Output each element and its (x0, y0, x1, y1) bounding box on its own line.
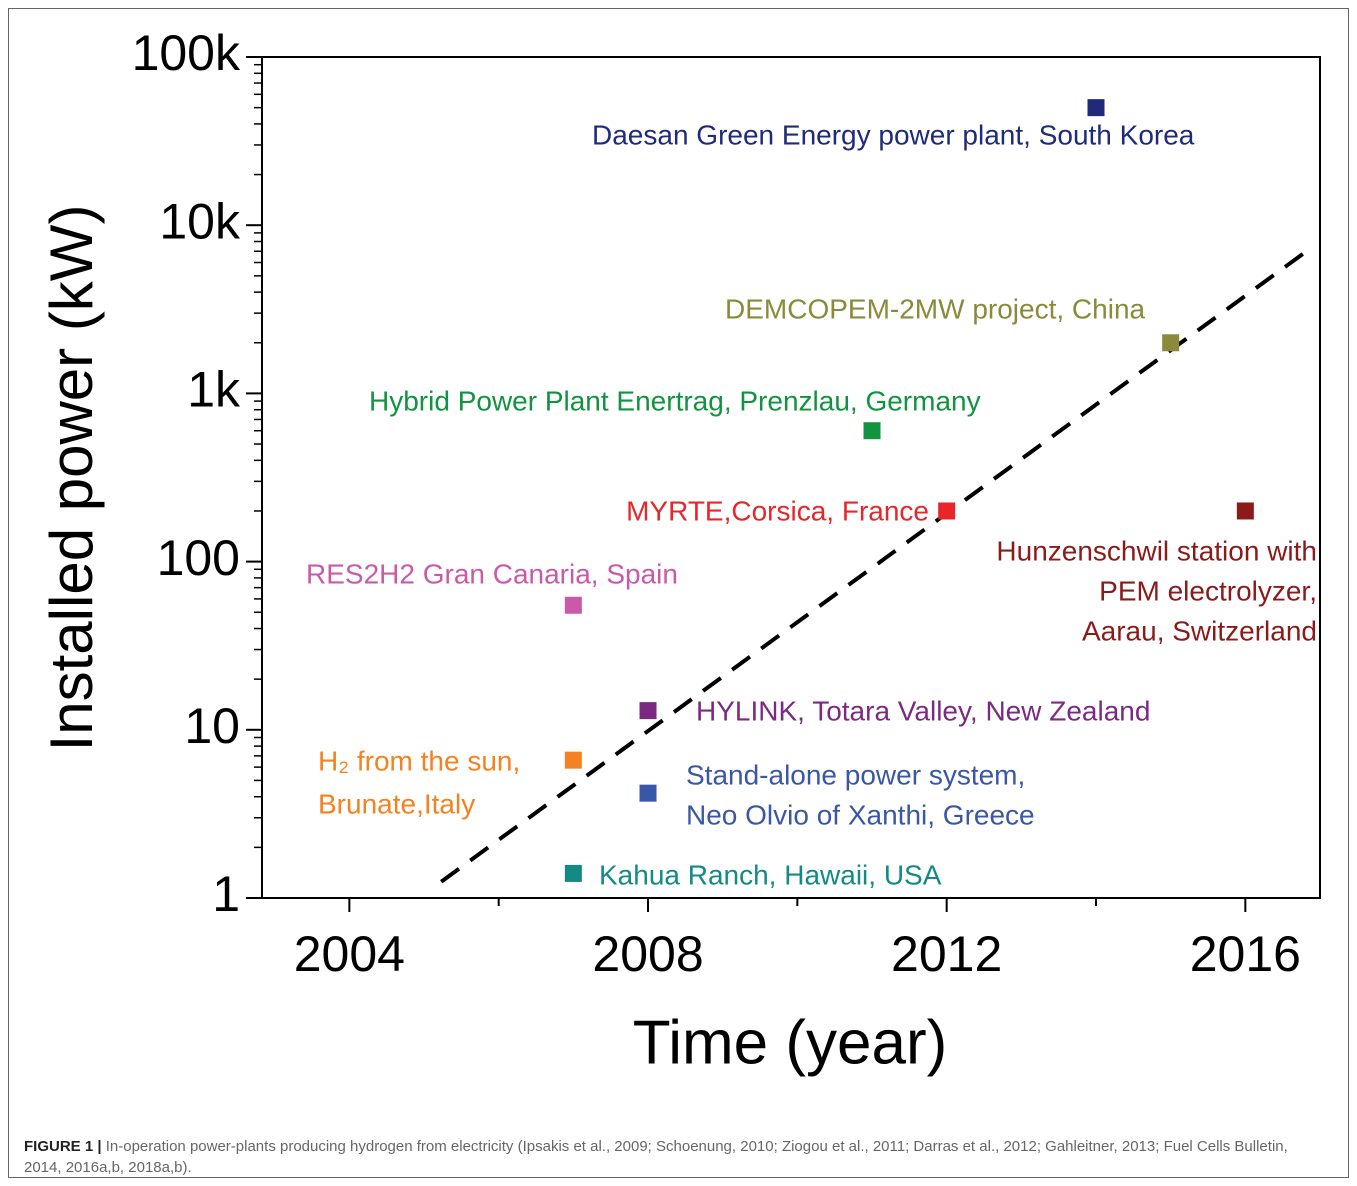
y-tick-label: 100k (132, 25, 241, 81)
x-tick-label: 2008 (592, 926, 703, 982)
point-annotation: Neo Olvio of Xanthi, Greece (686, 799, 1035, 830)
x-axis-label: Time (year) (633, 1008, 948, 1077)
y-tick-label: 10k (159, 193, 241, 249)
data-point (1087, 99, 1105, 117)
point-annotation: HYLINK, Totara Valley, New Zealand (696, 695, 1150, 726)
figure-frame (8, 8, 1349, 1178)
point-annotation: Hunzenschwil station with (996, 535, 1317, 566)
data-point (1236, 502, 1254, 520)
plot-frame (261, 56, 1321, 899)
point-annotation: DEMCOPEM-2MW project, China (725, 293, 1146, 324)
x-tick-label: 2004 (294, 926, 405, 982)
point-annotation: Hybrid Power Plant Enertrag, Prenzlau, G… (369, 385, 981, 416)
caption-label: FIGURE 1 | (24, 1138, 102, 1155)
point-annotation: H₂ from the sun, (318, 745, 520, 776)
data-point (1162, 334, 1180, 352)
point-annotation: Daesan Green Energy power plant, South K… (592, 119, 1195, 150)
data-point (564, 751, 582, 769)
data-point (564, 864, 582, 882)
caption: FIGURE 1 | In-operation power-plants pro… (24, 1136, 1324, 1178)
caption-text: In-operation power-plants producing hydr… (24, 1138, 1288, 1176)
point-annotation: MYRTE,Corsica, France (626, 495, 929, 526)
y-tick-label: 1k (187, 362, 241, 418)
y-tick-label: 100 (157, 530, 240, 586)
point-annotation: Stand-alone power system, (686, 759, 1025, 790)
point-annotation: Brunate,Italy (318, 788, 475, 819)
y-tick-label: 10 (184, 698, 240, 754)
x-tick-label: 2012 (891, 926, 1002, 982)
point-annotation: Kahua Ranch, Hawaii, USA (599, 859, 942, 890)
data-point (938, 502, 956, 520)
y-axis-label: Installed power (kW) (38, 205, 105, 752)
point-annotation: Aarau, Switzerland (1082, 615, 1317, 646)
data-point (564, 596, 582, 614)
point-annotation: RES2H2 Gran Canaria, Spain (306, 558, 678, 589)
data-point (639, 784, 657, 802)
x-tick-label: 2016 (1190, 926, 1301, 982)
y-tick-label: 1 (212, 866, 240, 922)
data-point (639, 702, 657, 720)
point-annotation: PEM electrolyzer, (1099, 575, 1317, 606)
data-point (863, 422, 881, 440)
